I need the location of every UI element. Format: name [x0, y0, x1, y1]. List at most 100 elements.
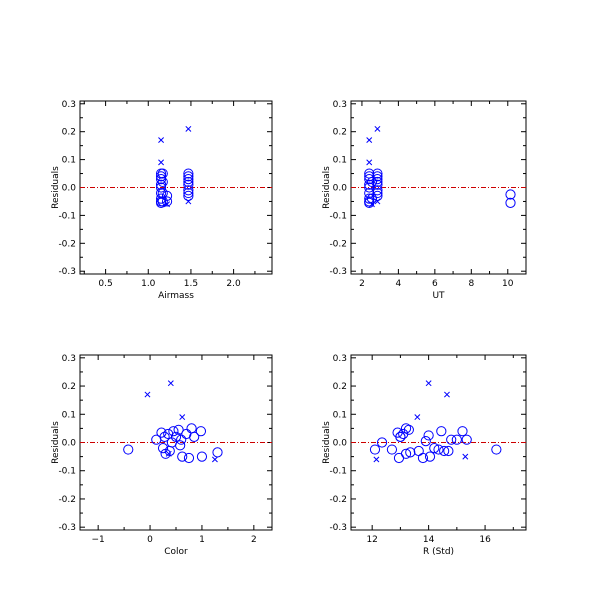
x-tick-label: 8 [468, 279, 474, 289]
y-tick-label: 0.3 [62, 100, 76, 110]
y-tick-label: -0.1 [58, 467, 76, 477]
data-point-circle [424, 451, 436, 462]
data-point-circle [423, 430, 434, 441]
x-tick-label: 14 [423, 535, 435, 545]
data-point-x [414, 414, 421, 421]
data-point-circle [177, 451, 188, 462]
data-point-circle [155, 171, 167, 182]
data-point-x [185, 125, 192, 132]
data-point-x [444, 391, 450, 398]
data-point-circle [366, 176, 378, 188]
data-point-circle [366, 193, 378, 204]
data-point-circle [372, 176, 383, 188]
data-point-circle [376, 437, 388, 448]
data-point-circle [400, 423, 412, 434]
y-tick-label: 0.3 [333, 354, 347, 364]
data-point-x [185, 198, 192, 205]
y-tick-label: 0.3 [333, 100, 347, 110]
data-point-circle [183, 185, 194, 196]
data-point-x [158, 159, 165, 166]
data-point-circle [433, 444, 444, 455]
data-point-circle [155, 193, 167, 204]
data-point-circle [429, 443, 440, 454]
data-point-circle [155, 179, 167, 190]
data-point-circle [505, 189, 516, 200]
y-tick-label: 0.1 [62, 410, 76, 420]
y-tick-label: 0.3 [62, 354, 76, 364]
data-point-x [369, 201, 375, 208]
y-tick-label: 0.0 [333, 184, 348, 194]
y-tick-label: -0.3 [329, 267, 347, 277]
x-tick-label: 2.0 [226, 279, 241, 289]
x-tick-label: 6 [432, 279, 438, 289]
data-point-circle [168, 426, 179, 437]
x-tick-label: 12 [366, 535, 377, 545]
data-point-circle [157, 443, 169, 454]
data-point-circle [457, 426, 468, 437]
data-point-circle [505, 197, 516, 208]
data-point-x [144, 391, 151, 398]
y-axis-title: Residuals [51, 421, 61, 464]
panel-1: -0.3 -0.2 -0.1 0.0 0.1 0.2 0.3 0.5 1.0 1.5 2.0 Airm… [51, 100, 273, 301]
x-axis-title: R (Std) [423, 547, 454, 557]
y-tick-label: -0.3 [58, 523, 76, 533]
data-point-circle [405, 447, 416, 458]
data-point-x [373, 456, 380, 463]
x-axis-title: Airmass [158, 291, 194, 301]
x-tick-label: 1.0 [141, 279, 156, 289]
data-point-circle [491, 444, 502, 455]
data-point-x [462, 453, 469, 460]
y-tick-label: 0.0 [62, 439, 77, 449]
y-tick-label: 0.2 [333, 128, 347, 138]
y-tick-label: -0.2 [329, 239, 347, 249]
x-tick-label: 4 [396, 279, 402, 289]
data-point-circle [372, 174, 383, 185]
x-tick-label: 10 [502, 279, 514, 289]
data-point-circle [183, 168, 194, 179]
data-point-x [374, 198, 381, 205]
data-point-circle [443, 445, 454, 457]
data-point-circle [403, 424, 414, 435]
y-tick-label: 0.1 [333, 156, 347, 166]
y-tick-label: -0.3 [329, 523, 347, 533]
data-point-circle [173, 424, 184, 435]
y-tick-label: -0.1 [329, 211, 347, 221]
data-point-x [425, 380, 432, 387]
data-point-x [167, 380, 174, 387]
data-point-circle [183, 179, 194, 190]
data-point-circle [183, 190, 194, 201]
data-point-x [165, 450, 172, 457]
data-point-circle [157, 176, 168, 188]
data-point-circle [163, 428, 174, 440]
y-tick-label: 0.2 [333, 382, 347, 392]
data-point-circle [181, 428, 192, 440]
data-point-x [179, 414, 186, 421]
data-point-circle [176, 434, 187, 445]
data-point-circle [417, 452, 429, 464]
data-point-circle [436, 426, 447, 437]
x-tick-label: 2 [359, 279, 365, 289]
data-point-circle [157, 168, 168, 179]
data-point-x [366, 137, 373, 144]
data-point-circle [372, 171, 383, 182]
data-point-circle [395, 431, 406, 442]
y-tick-label: -0.1 [329, 467, 347, 477]
x-tick-label: 1 [199, 535, 205, 545]
panel-4: -0.3 -0.2 -0.1 0.0 0.1 0.2 0.3 12 14 16 R (Std) Res… [322, 354, 527, 557]
data-point-circle [183, 187, 194, 199]
x-axis-title: Color [164, 547, 188, 557]
data-point-circle [155, 174, 167, 185]
data-point-circle [446, 434, 457, 445]
y-tick-label: -0.2 [58, 239, 76, 249]
x-tick-label: 16 [479, 535, 491, 545]
x-tick-label: −1 [92, 535, 105, 545]
data-point-x [164, 201, 170, 208]
x-tick-label: 2 [251, 535, 257, 545]
y-tick-label: -0.2 [58, 495, 76, 505]
data-point-circle [170, 431, 182, 442]
data-point-circle [372, 168, 383, 179]
data-point-circle [189, 431, 200, 442]
y-axis-title: Residuals [322, 166, 332, 209]
data-point-circle [155, 182, 167, 193]
